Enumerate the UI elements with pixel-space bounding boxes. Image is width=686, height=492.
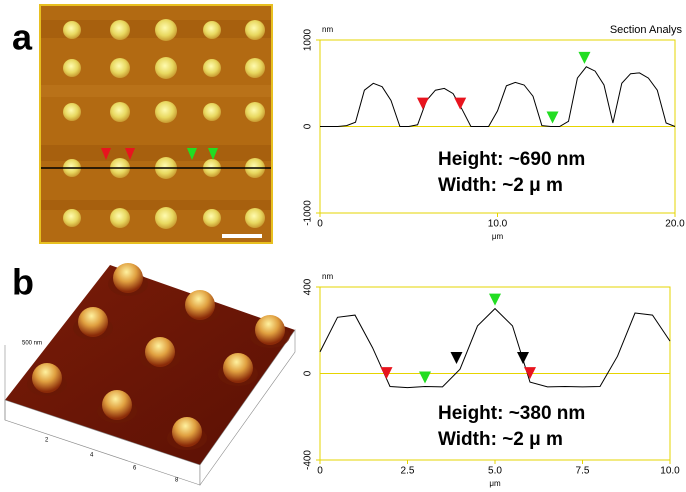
figure: a b Section Analys 500 nm 2 4 6 8 -10000… xyxy=(0,0,686,492)
x-tick-label: 7.5 xyxy=(576,466,590,477)
afm-dot xyxy=(155,57,177,79)
x-tick-label: 20.0 xyxy=(665,219,685,230)
section-marker xyxy=(417,98,429,110)
panel-label: b xyxy=(12,262,34,303)
y-unit: nm xyxy=(322,272,333,281)
annotation: Width: ~2 μ m xyxy=(438,175,563,196)
afm-3d: 500 nm 2 4 6 8 xyxy=(5,263,295,485)
section-marker xyxy=(419,371,431,383)
afm-dot xyxy=(245,58,265,78)
section-marker xyxy=(578,52,590,64)
y-tick-label: 0 xyxy=(303,123,314,129)
afm-dot xyxy=(155,19,177,41)
y-tick-label: 400 xyxy=(303,278,314,295)
panel-label: a xyxy=(12,17,33,58)
axis-tick-label: 6 xyxy=(133,466,137,472)
scale-label: 500 nm xyxy=(22,341,42,347)
afm-bump xyxy=(32,363,62,393)
x-tick-label: 0 xyxy=(317,219,323,230)
x-tick-label: 0 xyxy=(317,466,323,477)
annotation: Height: ~690 nm xyxy=(438,149,585,170)
x-unit: μm xyxy=(492,232,504,241)
afm-dot xyxy=(203,59,221,77)
afm-dot xyxy=(155,101,177,123)
y-tick-label: 1000 xyxy=(303,28,314,51)
y-tick-label: -400 xyxy=(303,450,314,470)
y-tick-label: 0 xyxy=(303,370,314,376)
afm-dot xyxy=(245,102,265,122)
afm-bump xyxy=(172,417,202,447)
afm-dot xyxy=(110,58,130,78)
x-tick-label: 2.5 xyxy=(401,466,415,477)
y-tick-label: -1000 xyxy=(303,200,314,226)
axis-tick-label: 2 xyxy=(45,438,49,444)
profile-line xyxy=(320,67,675,127)
x-tick-label: 10.0 xyxy=(488,219,508,230)
x-tick-label: 10.0 xyxy=(660,466,680,477)
afm-bump xyxy=(145,337,175,367)
section-marker xyxy=(547,112,559,124)
profile-line xyxy=(320,309,670,388)
afm-dot xyxy=(203,21,221,39)
annotation: Width: ~2 μ m xyxy=(438,429,563,450)
afm-dot xyxy=(63,209,81,227)
afm-dot xyxy=(245,20,265,40)
afm-dot xyxy=(203,103,221,121)
afm-dot xyxy=(110,20,130,40)
axis-tick-label: 8 xyxy=(175,478,179,484)
section-title: Section Analys xyxy=(610,24,683,36)
x-unit: μm xyxy=(489,479,501,488)
annotation: Height: ~380 nm xyxy=(438,403,585,424)
afm-bump xyxy=(185,290,215,320)
afm-bump xyxy=(223,353,253,383)
y-unit: nm xyxy=(322,25,333,34)
afm-dot xyxy=(155,207,177,229)
afm-dot xyxy=(245,208,265,228)
section-marker xyxy=(454,98,466,110)
afm-bump xyxy=(102,390,132,420)
afm-image xyxy=(40,5,272,243)
afm-dot xyxy=(63,103,81,121)
afm-dot xyxy=(63,59,81,77)
afm-bump xyxy=(255,315,285,345)
axis-tick-label: 4 xyxy=(90,453,94,459)
x-tick-label: 5.0 xyxy=(488,466,502,477)
section-marker xyxy=(451,352,463,364)
afm-dot xyxy=(110,208,130,228)
afm-bump xyxy=(113,263,143,293)
section-marker xyxy=(489,294,501,306)
afm-bump xyxy=(78,307,108,337)
afm-dot xyxy=(63,21,81,39)
afm-dot xyxy=(110,102,130,122)
section-marker xyxy=(517,352,529,364)
afm-dot xyxy=(203,209,221,227)
